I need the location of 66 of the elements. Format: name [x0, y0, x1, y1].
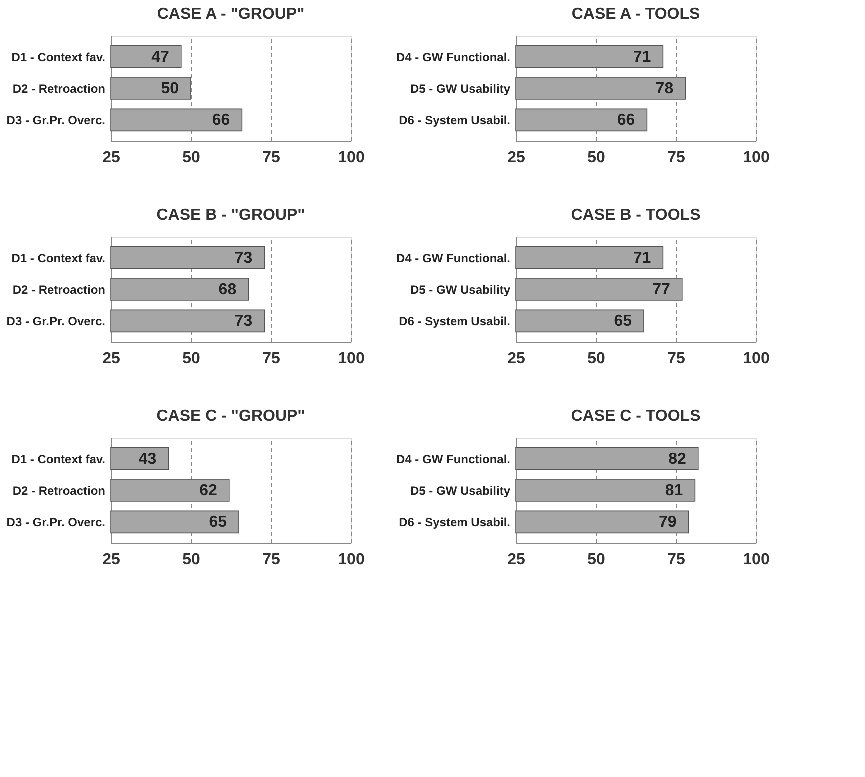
data-label: 65	[614, 313, 632, 330]
chart-title: CASE B - "GROUP"	[156, 207, 306, 224]
data-label: 66	[212, 112, 230, 130]
x-tick-label: 50	[588, 150, 606, 166]
data-label: 71	[633, 250, 652, 267]
y-tick-label: D3 - Gr.Pr. Overc.	[6, 516, 106, 530]
data-label: 73	[234, 250, 253, 267]
y-tick-label: D6 - System Usabil.	[399, 314, 510, 329]
y-tick-label: D1 - Context fav.	[12, 251, 106, 266]
y-tick-label: D3 - Gr.Pr. Overc.	[6, 314, 106, 329]
x-tick-label: 75	[262, 350, 280, 368]
x-tick-label: 100	[743, 552, 770, 568]
y-tick-label: D6 - System Usabil.	[399, 516, 510, 530]
x-tick-label: 50	[588, 350, 606, 368]
x-tick-label: 100	[338, 552, 365, 568]
x-tick-label: 100	[743, 150, 770, 166]
x-tick-label: 50	[182, 350, 200, 368]
x-tick-label: 75	[262, 552, 280, 568]
x-tick-label: 25	[102, 350, 120, 368]
y-tick-label: D2 - Retroaction	[12, 82, 106, 96]
data-label: 66	[617, 112, 636, 130]
x-tick-label: 25	[102, 150, 120, 166]
x-tick-label: 75	[668, 150, 686, 166]
x-tick-label: 75	[668, 552, 686, 568]
data-label: 50	[161, 80, 180, 98]
y-tick-label: D3 - Gr.Pr. Overc.	[6, 114, 106, 128]
x-tick-label: 50	[588, 552, 606, 568]
x-tick-label: 25	[508, 150, 526, 166]
x-tick-label: 50	[182, 552, 200, 568]
y-tick-label: D5 - GW Usability	[410, 283, 511, 297]
y-tick-label: D4 - GW Functional.	[396, 251, 510, 266]
y-tick-label: D4 - GW Functional.	[396, 50, 510, 64]
x-tick-label: 100	[338, 150, 365, 166]
x-tick-label: 100	[743, 350, 770, 368]
data-label: 82	[668, 450, 686, 468]
x-tick-label: 25	[508, 350, 526, 368]
y-tick-label: D4 - GW Functional.	[396, 452, 510, 466]
chart-title: CASE B - TOOLS	[571, 207, 702, 224]
data-label: 73	[234, 313, 253, 330]
chart-title: CASE C - "GROUP"	[156, 408, 306, 425]
x-tick-label: 75	[668, 350, 686, 368]
x-tick-label: 75	[262, 150, 280, 166]
data-label: 78	[656, 80, 674, 98]
x-tick-label: 25	[102, 552, 120, 568]
chart-title: CASE C - TOOLS	[571, 408, 702, 425]
y-tick-label: D6 - System Usabil.	[399, 114, 510, 128]
x-tick-label: 100	[338, 350, 365, 368]
y-tick-label: D2 - Retroaction	[12, 484, 106, 498]
data-label: 71	[633, 48, 652, 66]
data-label: 65	[209, 514, 228, 532]
data-label: 43	[138, 450, 157, 468]
x-tick-label: 25	[508, 552, 526, 568]
x-tick-label: 50	[182, 150, 200, 166]
chart-title: CASE A - "GROUP"	[157, 6, 305, 23]
y-tick-label: D5 - GW Usability	[410, 82, 511, 96]
y-tick-label: D1 - Context fav.	[12, 50, 106, 64]
data-label: 79	[659, 514, 677, 532]
y-tick-label: D5 - GW Usability	[410, 484, 511, 498]
data-label: 47	[152, 48, 170, 66]
y-tick-label: D2 - Retroaction	[12, 283, 106, 297]
chart-title: CASE A - TOOLS	[572, 6, 700, 23]
data-label: 62	[200, 482, 218, 500]
data-label: 77	[652, 282, 670, 298]
data-label: 68	[218, 282, 237, 298]
y-tick-label: D1 - Context fav.	[12, 452, 106, 466]
data-label: 81	[665, 482, 684, 500]
